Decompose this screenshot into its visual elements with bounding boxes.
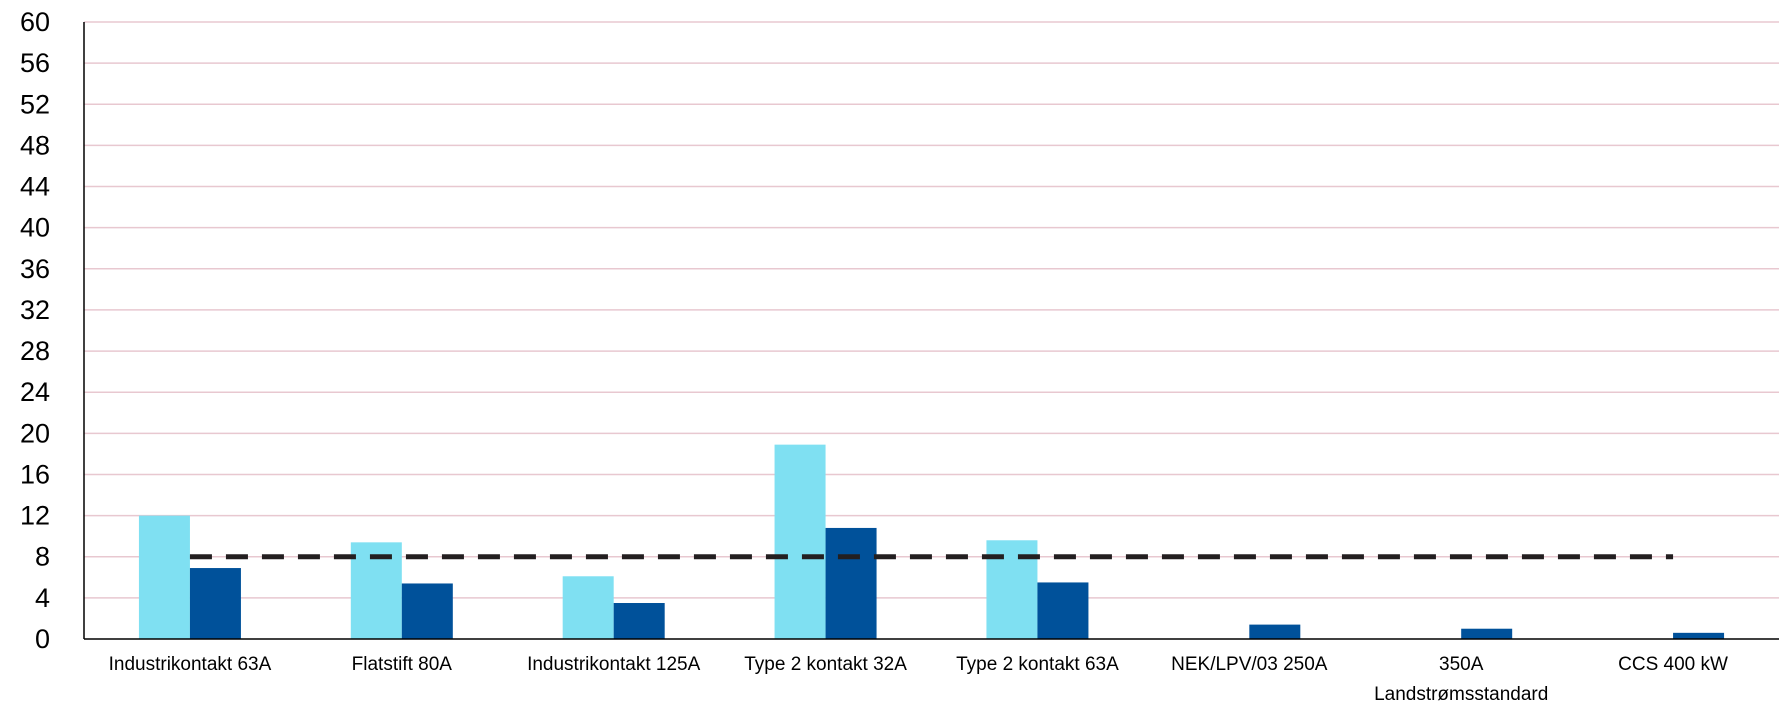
- bar: [1461, 628, 1513, 639]
- y-tick-label: 56: [20, 48, 50, 78]
- category-label-line: Flatstift 80A: [352, 654, 453, 675]
- category-label: Type 2 kontakt 32A: [744, 654, 907, 675]
- bar: [1249, 624, 1301, 639]
- category-label: NEK/LPV/03 250A: [1171, 654, 1328, 675]
- bar: [825, 527, 877, 639]
- y-tick-label: 0: [35, 624, 50, 654]
- y-tick-label: 20: [20, 418, 50, 448]
- category-label-line: Industrikontakt 125A: [527, 654, 701, 675]
- bar: [1673, 632, 1725, 639]
- category-labels: Industrikontakt 63A Flatstift 80A Industri…: [109, 654, 1728, 705]
- bar: [189, 568, 241, 639]
- y-tick-label: 28: [20, 336, 50, 366]
- bar: [138, 515, 190, 639]
- y-tick-label: 24: [20, 377, 50, 407]
- y-tick-label: 44: [20, 172, 50, 202]
- bar: [1037, 582, 1089, 639]
- category-label-line: Type 2 kontakt 32A: [744, 654, 907, 675]
- category-label: Industrikontakt 63A: [109, 654, 272, 675]
- bar: [562, 576, 614, 639]
- category-label: Type 2 kontakt 63A: [956, 654, 1119, 675]
- y-tick-label: 60: [20, 7, 50, 37]
- category-label: 350A Landstrømsstandard: [1374, 654, 1548, 705]
- category-label-line: Landstrømsstandard: [1374, 684, 1548, 705]
- bar: [613, 603, 665, 639]
- y-tick-label: 36: [20, 254, 50, 284]
- gridlines: [84, 21, 1779, 599]
- y-tick-label: 52: [20, 89, 50, 119]
- category-label-line: Type 2 kontakt 63A: [956, 654, 1119, 675]
- bars: [138, 444, 1725, 639]
- axes: [83, 22, 1779, 640]
- y-tick-label: 16: [20, 459, 50, 489]
- category-label: Industrikontakt 125A: [527, 654, 701, 675]
- y-tick-label: 4: [35, 583, 50, 613]
- bar: [401, 583, 453, 639]
- category-label-line: CCS 400 kW: [1618, 654, 1728, 675]
- category-label-line: Industrikontakt 63A: [109, 654, 272, 675]
- y-tick-label: 12: [20, 501, 50, 531]
- y-tick-label: 8: [35, 542, 50, 572]
- category-label: Flatstift 80A: [352, 654, 453, 675]
- category-label-line: NEK/LPV/03 250A: [1171, 654, 1328, 675]
- y-tick-label: 32: [20, 295, 50, 325]
- y-tick-label: 48: [20, 130, 50, 160]
- category-label-line: 350A: [1439, 654, 1484, 675]
- category-label: CCS 400 kW: [1618, 654, 1728, 675]
- y-tick-label: 40: [20, 213, 50, 243]
- bar: [774, 444, 826, 639]
